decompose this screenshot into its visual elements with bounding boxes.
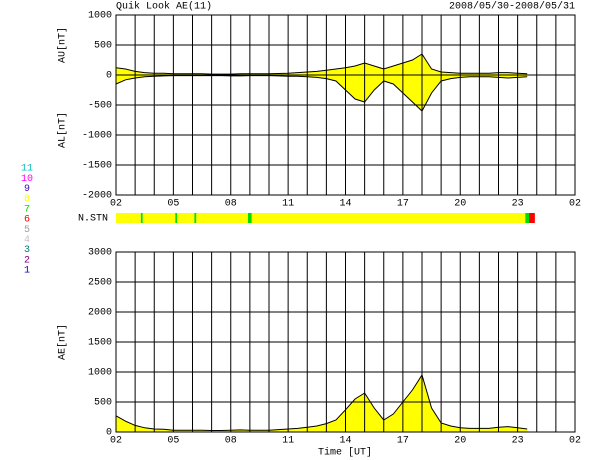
x-tick-label: 23: [512, 436, 524, 447]
x-tick-label: 05: [167, 199, 179, 210]
station-segment: [529, 213, 535, 223]
y-tick-label: -1000: [82, 131, 112, 142]
area-fill: [116, 54, 528, 111]
station-segment: [140, 213, 143, 223]
series-line: [115, 75, 528, 112]
series-line: [115, 373, 528, 431]
station-level: 11: [21, 164, 33, 175]
station-segment: [142, 213, 176, 223]
x-tick-label: 23: [512, 199, 524, 210]
y-tick-label: 1500: [88, 338, 112, 349]
station-level: 3: [24, 245, 30, 256]
y-tick-label: 2500: [88, 278, 112, 289]
y-axis-label: AU[nT]: [57, 27, 69, 63]
y-tick-label: -500: [88, 101, 112, 112]
y-tick-label: 0: [106, 71, 112, 82]
y-tick-label: 3000: [88, 248, 112, 259]
y-axis-label: AE[nT]: [57, 324, 69, 360]
station-level: 9: [24, 184, 30, 195]
station-segment: [196, 213, 248, 223]
x-tick-label: 02: [110, 199, 122, 210]
y-tick-label: 500: [94, 398, 112, 409]
station-level: 10: [21, 174, 33, 185]
station-level: 8: [24, 194, 30, 205]
station-level: 4: [24, 235, 30, 246]
y-tick-label: -1500: [82, 161, 112, 172]
station-segment: [194, 213, 197, 223]
y-tick-label: 500: [94, 41, 112, 52]
station-level: 5: [24, 225, 30, 236]
station-level: 7: [24, 204, 30, 215]
station-level: 6: [24, 215, 30, 226]
x-tick-label: 02: [569, 199, 581, 210]
plot-frame: [115, 14, 576, 196]
y-tick-label: 0: [106, 428, 112, 439]
station-segment: [247, 213, 252, 223]
x-tick-label: 08: [225, 436, 237, 447]
y-tick-label: 2000: [88, 308, 112, 319]
x-tick-label: 14: [339, 436, 351, 447]
x-tick-label: 02: [110, 436, 122, 447]
y-tick-label: 1000: [88, 368, 112, 379]
station-level: 2: [24, 255, 30, 266]
chart-title: Quik Look AE(11): [116, 1, 212, 13]
y-tick-label: 1000: [88, 11, 112, 22]
station-segment: [251, 213, 526, 223]
station-segment: [525, 213, 530, 223]
x-tick-label: 20: [454, 436, 466, 447]
x-tick-label: 05: [167, 436, 179, 447]
y-axis-label: AL[nT]: [57, 112, 69, 148]
area-fill: [116, 375, 528, 432]
series-line: [115, 53, 528, 75]
station-level: 1: [24, 266, 30, 277]
x-tick-label: 14: [339, 199, 351, 210]
x-axis-label: Time [UT]: [318, 447, 372, 459]
x-tick-label: 17: [397, 199, 409, 210]
plot-frame: [115, 251, 576, 433]
date-range: 2008/05/30-2008/05/31: [449, 1, 575, 13]
x-tick-label: 11: [282, 199, 294, 210]
x-tick-label: 02: [569, 436, 581, 447]
station-segment: [175, 213, 178, 223]
x-tick-label: 11: [282, 436, 294, 447]
station-segment: [177, 213, 195, 223]
station-label: N.STN: [78, 214, 108, 225]
x-tick-label: 20: [454, 199, 466, 210]
x-tick-label: 17: [397, 436, 409, 447]
y-tick-label: -2000: [82, 191, 112, 202]
x-tick-label: 08: [225, 199, 237, 210]
station-segment: [116, 213, 141, 223]
